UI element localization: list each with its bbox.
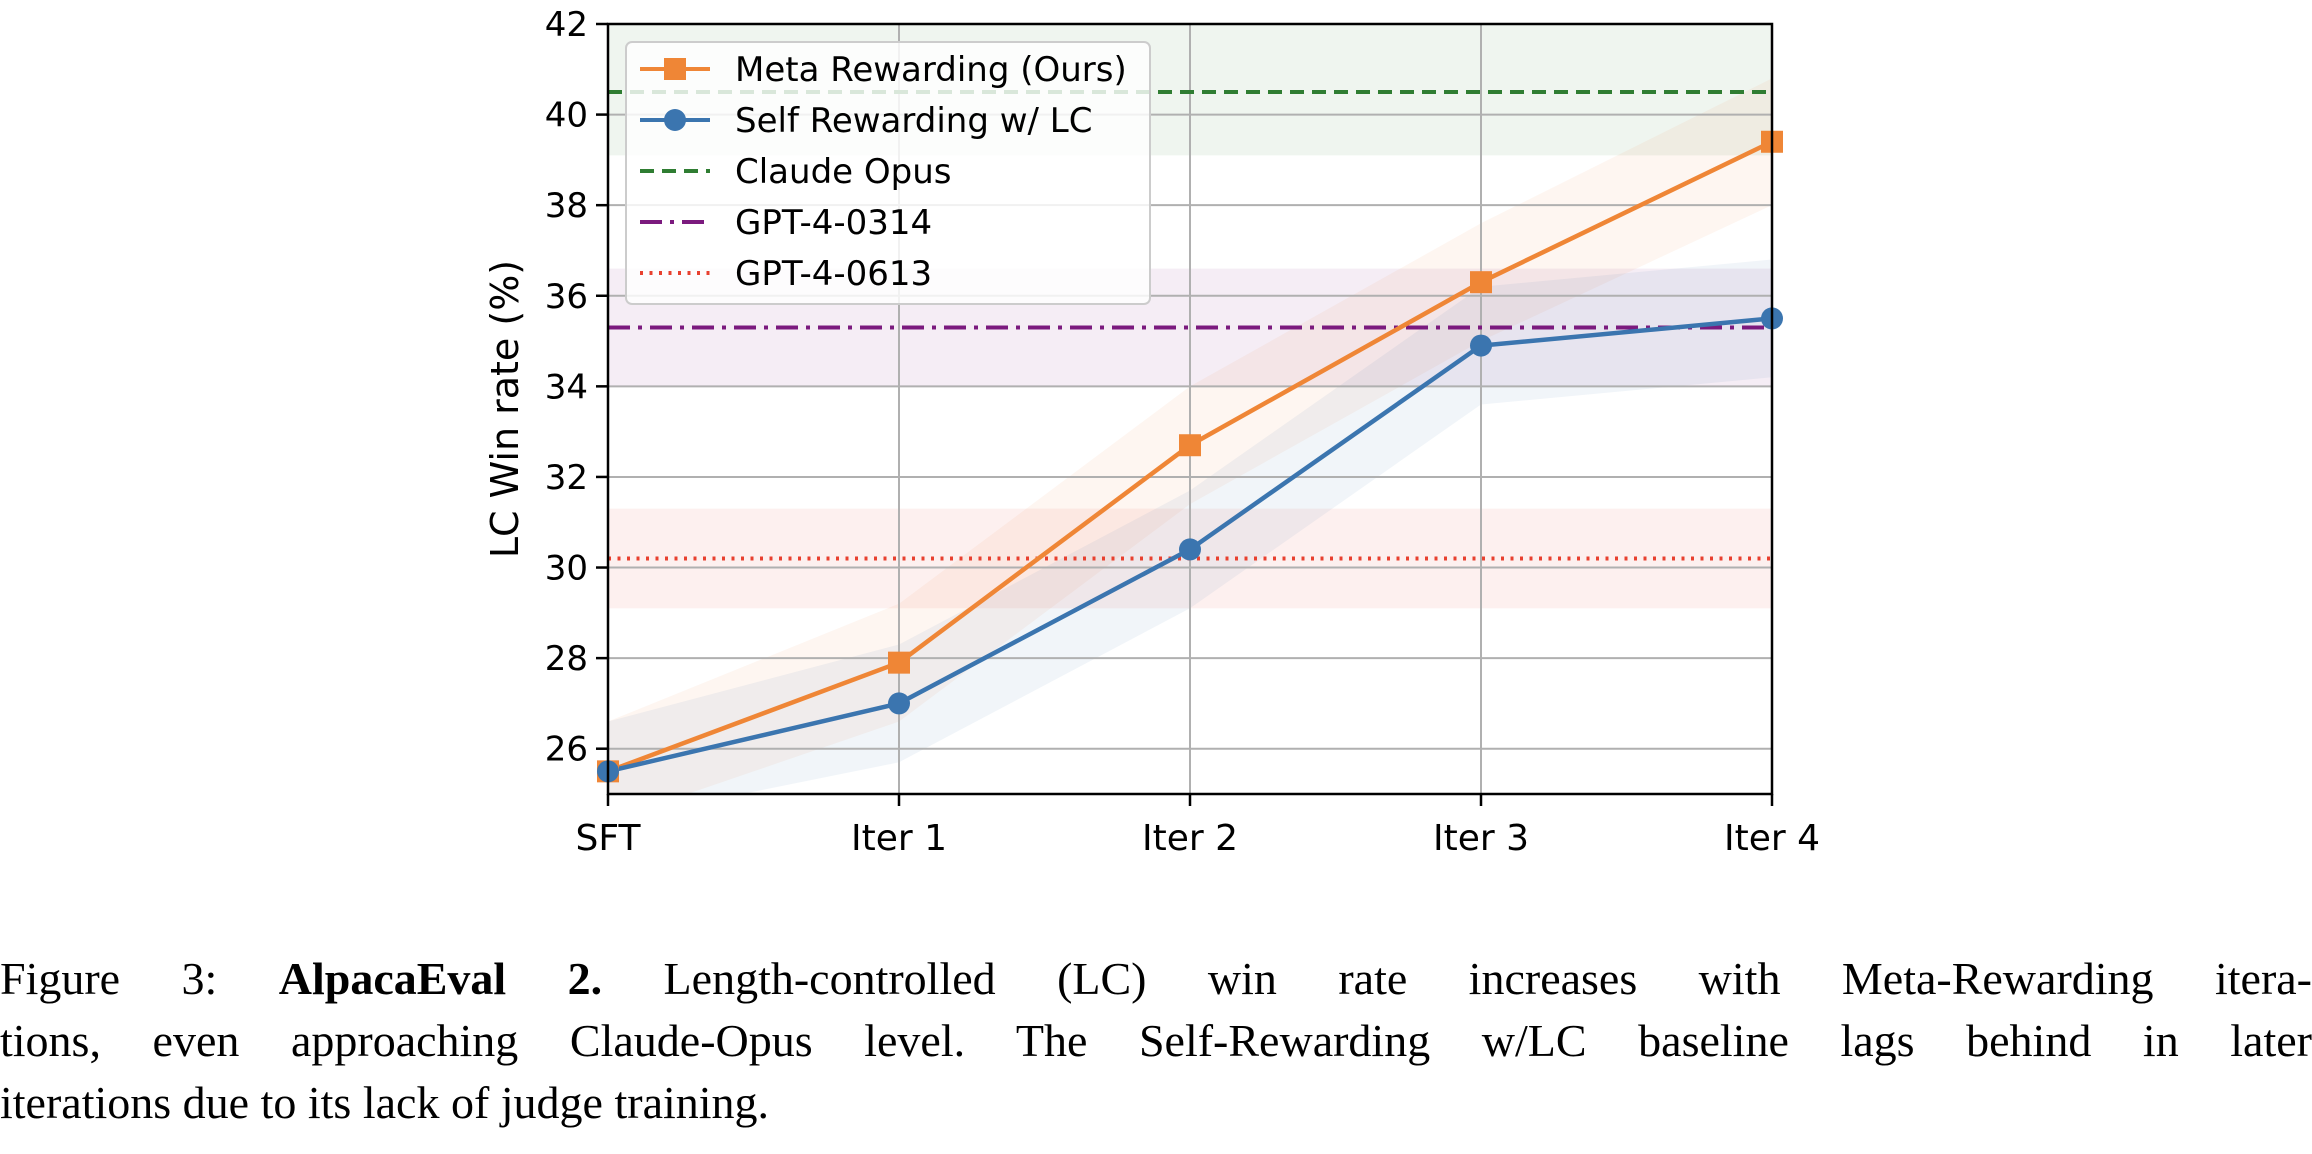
caption-line-3: iterations due to its lack of judge trai… <box>0 1077 770 1128</box>
caption-title: AlpacaEval 2. <box>278 953 603 1004</box>
legend-label-gpt-4-0613: GPT-4-0613 <box>735 254 932 294</box>
y-tick-label: 30 <box>545 549 588 589</box>
legend-label-meta-rewarding-ours: Meta Rewarding (Ours) <box>735 50 1127 90</box>
y-tick-label: 34 <box>545 367 588 407</box>
y-tick-label: 42 <box>545 5 588 45</box>
line-chart: 26 28 30 32 34 36 38 40 42 SFT Iter 1 Iter 2 Iter 3… <box>483 5 1820 859</box>
y-tick-label: 32 <box>545 458 588 498</box>
caption-line-2: tions, even approaching Claude-Opus leve… <box>0 1015 2312 1066</box>
legend-label-self-rewarding-w-lc: Self Rewarding w/ LC <box>735 101 1092 141</box>
self-rewarding-w-lc-point <box>888 692 910 715</box>
legend-box <box>625 41 1151 305</box>
x-tick-label: Iter 2 <box>1142 818 1238 859</box>
caption-line-1-text: Length-controlled (LC) win rate increase… <box>663 953 2312 1004</box>
legend: Meta Rewarding (Ours) Self Rewarding w/ L… <box>625 41 1151 305</box>
legend-marker-self-rewarding-w-lc <box>664 109 686 131</box>
x-tick-label: Iter 3 <box>1433 818 1529 859</box>
legend-label-claude-opus: Claude Opus <box>735 152 951 192</box>
x-axis: SFT Iter 1 Iter 2 Iter 3 Iter 4 <box>576 794 1820 859</box>
x-tick-label: SFT <box>576 818 642 859</box>
y-axis-label: LC Win rate (%) <box>483 260 527 558</box>
y-tick-label: 38 <box>545 186 588 226</box>
x-tick-label: Iter 4 <box>1724 818 1820 859</box>
meta-rewarding-ours-point <box>1470 271 1492 294</box>
self-rewarding-w-lc-point <box>1179 538 1201 561</box>
legend-marker-meta-rewarding-ours <box>664 58 686 80</box>
caption-line-1: Figure 3: AlpacaEval 2. Length-controlle… <box>0 948 2312 1010</box>
figure-caption: Figure 3: AlpacaEval 2. Length-controlle… <box>0 948 2312 1134</box>
meta-rewarding-ours-point <box>888 651 910 674</box>
y-axis: 26 28 30 32 34 36 38 40 42 <box>545 5 608 770</box>
caption-label: Figure 3: <box>0 953 218 1004</box>
legend-label-gpt-4-0314: GPT-4-0314 <box>735 203 932 243</box>
x-tick-label: Iter 1 <box>851 818 947 859</box>
y-tick-label: 36 <box>545 277 588 317</box>
meta-rewarding-ours-point <box>1179 434 1201 457</box>
self-rewarding-w-lc-point <box>1470 334 1492 357</box>
y-tick-label: 28 <box>545 639 588 679</box>
y-tick-label: 26 <box>545 730 588 770</box>
y-tick-label: 40 <box>545 96 588 136</box>
